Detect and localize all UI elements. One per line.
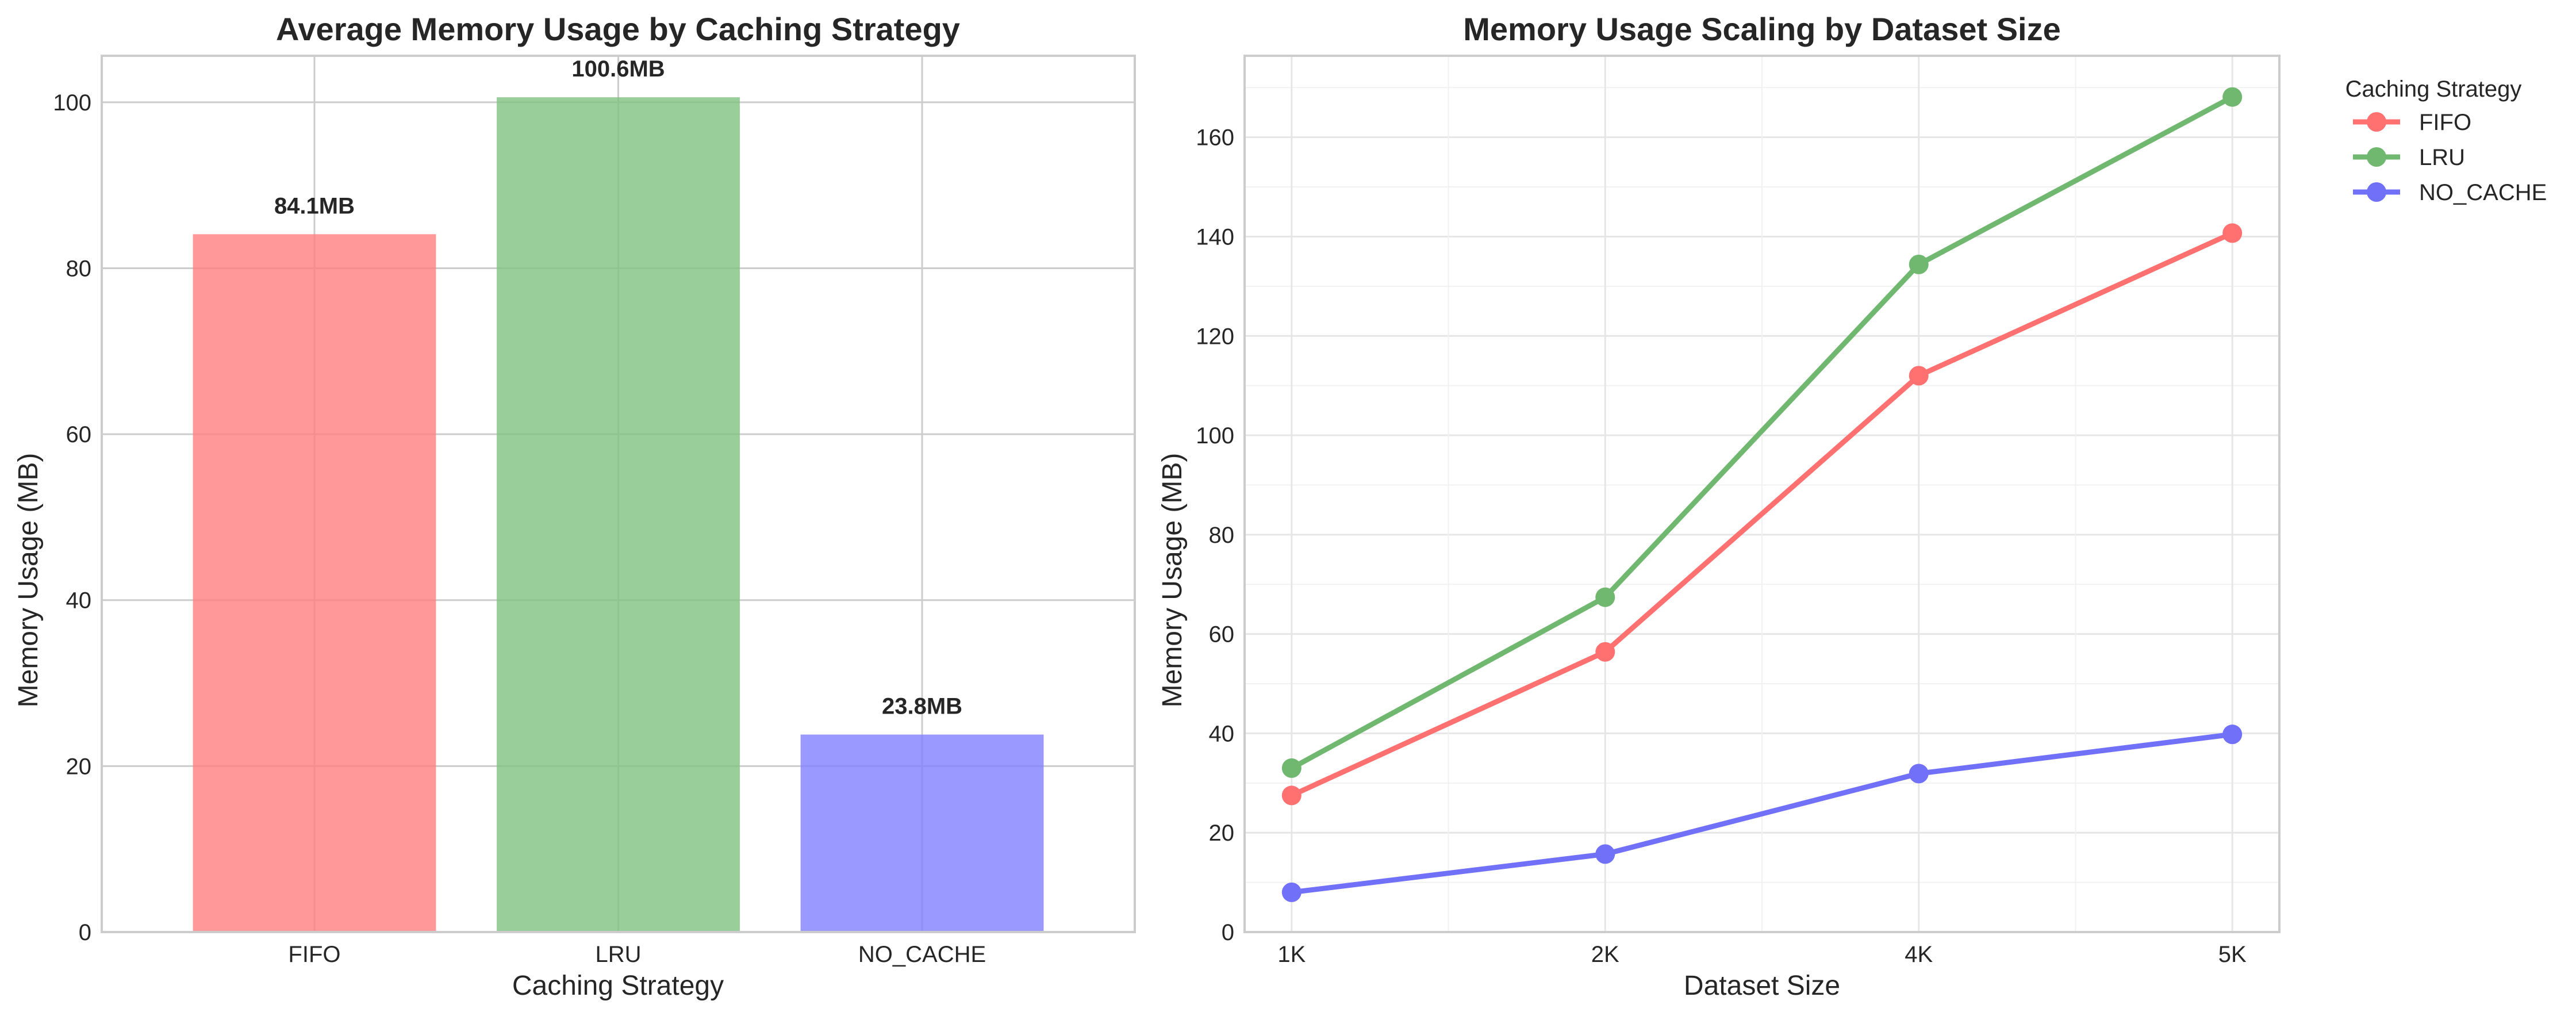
- line-y-axis-label: Memory Usage (MB): [1157, 453, 1188, 708]
- bar-value-label: 84.1MB: [274, 193, 355, 218]
- data-point-lru: [1281, 758, 1302, 778]
- legend-label-fifo: FIFO: [2419, 110, 2471, 135]
- series-no-cache: [1281, 724, 2243, 902]
- data-point-fifo: [1909, 366, 1929, 386]
- series-line-fifo: [1289, 230, 2235, 798]
- legend-label-lru: LRU: [2419, 145, 2465, 170]
- data-point-fifo: [1595, 642, 1615, 662]
- bar-y-tick-label: 80: [66, 256, 92, 281]
- bar-y-tick-label: 40: [66, 588, 92, 614]
- line-y-tick-label: 60: [1209, 622, 1235, 647]
- line-y-tick-label: 80: [1209, 523, 1235, 548]
- line-x-tick-label: 5K: [2218, 942, 2247, 967]
- bar-fifo: [193, 234, 436, 933]
- legend-label-no-cache: NO_CACHE: [2419, 180, 2547, 205]
- bar-value-label: 100.6MB: [571, 56, 665, 82]
- line-x-tick-labels: 1K 2K 4K 5K: [1277, 942, 2247, 967]
- bar-x-tick-label: NO_CACHE: [858, 942, 986, 967]
- series-fifo: [1281, 223, 2243, 806]
- data-point-no-cache: [1909, 764, 1929, 784]
- data-point-fifo: [2222, 223, 2243, 243]
- line-series: [1281, 87, 2243, 902]
- bar-lru: [497, 97, 740, 933]
- data-point-lru: [2222, 87, 2243, 107]
- bar-value-labels: 84.1MB 100.6MB 23.8MB: [274, 56, 962, 719]
- series-line-no-cache: [1289, 731, 2235, 895]
- line-x-axis-label: Dataset Size: [1684, 971, 1840, 1001]
- bar-chart-title: Average Memory Usage by Caching Strategy: [276, 11, 960, 47]
- bar-y-tick-label: 0: [79, 920, 91, 945]
- bar-no-cache: [800, 734, 1044, 932]
- bar-series: [193, 97, 1044, 933]
- legend: Caching Strategy FIFO LRU NO_CACHE: [2345, 76, 2547, 205]
- legend-marker-fifo: [2367, 112, 2386, 132]
- line-x-tick-label: 2K: [1591, 942, 1619, 967]
- bar-x-tick-label: LRU: [595, 942, 641, 967]
- series-line-lru: [1289, 94, 2235, 771]
- line-chart: 0 20 40 60 80 100 120 140 160 1K 2K 4K 5K Memory Us…: [1157, 11, 2547, 1001]
- line-y-tick-label: 0: [1222, 920, 1234, 945]
- bar-y-tick-label: 60: [66, 422, 92, 447]
- bar-x-tick-label: FIFO: [288, 942, 340, 967]
- line-y-tick-label: 160: [1196, 125, 1234, 151]
- legend-entry-lru: LRU: [2353, 145, 2465, 170]
- legend-marker-no-cache: [2367, 182, 2386, 202]
- data-point-fifo: [1281, 785, 1302, 806]
- legend-marker-lru: [2367, 147, 2386, 167]
- data-point-lru: [1909, 254, 1929, 274]
- data-point-no-cache: [1595, 844, 1615, 864]
- bar-y-tick-label: 20: [66, 754, 92, 779]
- bar-x-axis-label: Caching Strategy: [512, 971, 724, 1001]
- legend-entries: FIFO LRU NO_CACHE: [2353, 110, 2547, 205]
- line-gridlines: [1245, 56, 2279, 933]
- legend-title: Caching Strategy: [2345, 76, 2522, 102]
- bar-value-label: 23.8MB: [882, 694, 962, 719]
- data-point-no-cache: [2222, 724, 2243, 745]
- bar-plot-frame: [101, 55, 1136, 933]
- line-x-tick-label: 4K: [1905, 942, 1933, 967]
- line-y-tick-labels: 0 20 40 60 80 100 120 140 160: [1196, 125, 1234, 945]
- line-x-tick-label: 1K: [1277, 942, 1306, 967]
- legend-entry-fifo: FIFO: [2353, 110, 2471, 135]
- series-lru: [1281, 87, 2243, 778]
- line-y-tick-label: 40: [1209, 721, 1235, 746]
- data-point-lru: [1595, 587, 1615, 607]
- line-y-tick-label: 20: [1209, 821, 1235, 846]
- bar-x-tick-labels: FIFO LRU NO_CACHE: [288, 942, 986, 967]
- line-y-tick-label: 100: [1196, 423, 1234, 448]
- bar-y-axis-label: Memory Usage (MB): [13, 453, 44, 708]
- line-chart-title: Memory Usage Scaling by Dataset Size: [1463, 11, 2061, 47]
- line-y-tick-label: 140: [1196, 224, 1234, 250]
- bar-y-tick-labels: 0 20 40 60 80 100: [53, 90, 91, 945]
- data-point-no-cache: [1281, 882, 1302, 902]
- bar-chart: 84.1MB 100.6MB 23.8MB 0 20 40 60 80 100 FIFO LRU…: [13, 11, 1136, 1001]
- line-plot-frame: [1243, 55, 2281, 933]
- legend-entry-no-cache: NO_CACHE: [2353, 180, 2547, 205]
- line-y-tick-label: 120: [1196, 324, 1234, 349]
- bar-y-tick-label: 100: [53, 90, 91, 116]
